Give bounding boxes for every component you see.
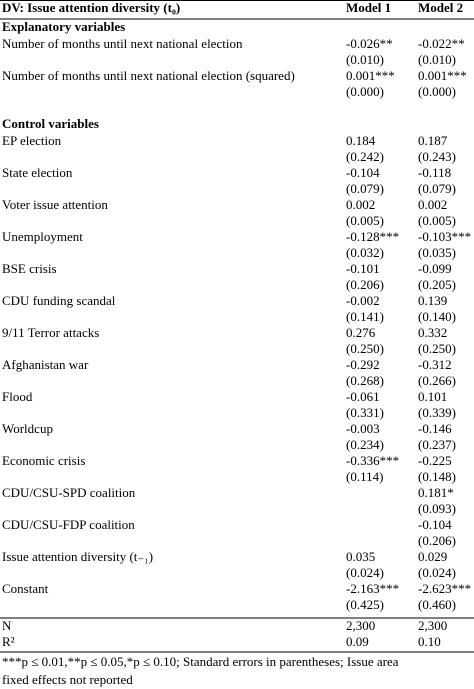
standard-error: (0.010) <box>346 52 384 67</box>
standard-error: (0.140) <box>418 309 456 324</box>
coefficient: -2.163*** <box>346 581 399 596</box>
row-label: 9/11 Terror attacks <box>2 325 99 340</box>
row-label: EP election <box>2 133 62 148</box>
coefficient: -0.003 <box>346 421 380 436</box>
coefficient: 0.276 <box>346 325 376 340</box>
stat-value: 0.09 <box>346 634 369 649</box>
coefficient: -0.104 <box>418 517 452 532</box>
standard-error: (0.205) <box>418 277 456 292</box>
coefficient: 0.029 <box>418 549 447 564</box>
footnote: fixed effects not reported <box>2 672 133 687</box>
dv-header: DV: Issue attention diversity (t₀) <box>2 0 180 15</box>
standard-error: (0.005) <box>346 213 384 228</box>
row-label: CDU funding scandal <box>2 293 116 308</box>
stat-label: N <box>2 618 12 633</box>
coefficient: -0.225 <box>418 453 452 468</box>
standard-error: (0.206) <box>346 277 384 292</box>
coefficient: 0.101 <box>418 389 447 404</box>
coefficient: 0.035 <box>346 549 375 564</box>
section-title: Explanatory variables <box>2 19 125 34</box>
row-label: Constant <box>2 581 49 596</box>
row-label: BSE crisis <box>2 261 57 276</box>
coefficient: 0.181* <box>418 485 454 500</box>
standard-error: (0.266) <box>418 373 456 388</box>
coefficient: 0.139 <box>418 293 447 308</box>
coefficient: -0.022** <box>418 36 465 51</box>
row-label: Worldcup <box>2 421 53 436</box>
coefficient: -0.026** <box>346 36 393 51</box>
coefficient: 0.002 <box>418 197 447 212</box>
coefficient: 0.001*** <box>418 68 467 83</box>
coefficient: -0.002 <box>346 293 380 308</box>
coefficient: -0.104 <box>346 165 380 180</box>
standard-error: (0.093) <box>418 501 456 516</box>
standard-error: (0.250) <box>346 341 384 356</box>
coefficient: 0.002 <box>346 197 375 212</box>
stat-label: R² <box>2 634 15 649</box>
footnote: ***p ≤ 0.01,**p ≤ 0.05,*p ≤ 0.10; Standa… <box>2 654 399 669</box>
standard-error: (0.243) <box>418 149 456 164</box>
coefficient: 0.001*** <box>346 68 395 83</box>
stat-value: 2,300 <box>418 618 447 633</box>
standard-error: (0.141) <box>346 309 384 324</box>
standard-error: (0.079) <box>346 181 384 196</box>
coefficient: -0.103*** <box>418 229 471 244</box>
stat-value: 2,300 <box>346 618 375 633</box>
standard-error: (0.237) <box>418 437 456 452</box>
standard-error: (0.079) <box>418 181 456 196</box>
row-label: Afghanistan war <box>2 357 89 372</box>
coefficient: 0.332 <box>418 325 447 340</box>
coefficient: -0.101 <box>346 261 380 276</box>
coefficient: -0.312 <box>418 357 452 372</box>
standard-error: (0.000) <box>418 84 456 99</box>
standard-error: (0.024) <box>346 565 384 580</box>
row-label: CDU/CSU-FDP coalition <box>2 517 135 532</box>
standard-error: (0.339) <box>418 405 456 420</box>
row-label: Number of months until next national ele… <box>2 68 295 83</box>
standard-error: (0.234) <box>346 437 384 452</box>
standard-error: (0.268) <box>346 373 384 388</box>
row-label: Unemployment <box>2 229 83 244</box>
coefficient: -0.118 <box>418 165 451 180</box>
standard-error: (0.242) <box>346 149 384 164</box>
standard-error: (0.005) <box>418 213 456 228</box>
row-label: State election <box>2 165 73 180</box>
row-label: CDU/CSU-SPD coalition <box>2 485 136 500</box>
standard-error: (0.024) <box>418 565 456 580</box>
row-label: Flood <box>2 389 33 404</box>
section-title: Control variables <box>2 116 99 131</box>
standard-error: (0.250) <box>418 341 456 356</box>
standard-error: (0.425) <box>346 597 384 612</box>
model-header: Model 2 <box>418 0 463 15</box>
standard-error: (0.206) <box>418 533 456 548</box>
coefficient: -0.061 <box>346 389 380 404</box>
standard-error: (0.035) <box>418 245 456 260</box>
standard-error: (0.010) <box>418 52 456 67</box>
standard-error: (0.460) <box>418 597 456 612</box>
coefficient: -0.292 <box>346 357 380 372</box>
row-label: Economic crisis <box>2 453 85 468</box>
row-label: Number of months until next national ele… <box>2 36 243 51</box>
standard-error: (0.331) <box>346 405 384 420</box>
row-label: Voter issue attention <box>2 197 108 212</box>
coefficient: -0.146 <box>418 421 452 436</box>
standard-error: (0.148) <box>418 469 456 484</box>
coefficient: 0.184 <box>346 133 376 148</box>
model-header: Model 1 <box>346 0 391 15</box>
standard-error: (0.000) <box>346 84 384 99</box>
coefficient: -0.336*** <box>346 453 399 468</box>
stat-value: 0.10 <box>418 634 441 649</box>
coefficient: -0.099 <box>418 261 452 276</box>
coefficient: -2.623*** <box>418 581 471 596</box>
coefficient: -0.128*** <box>346 229 399 244</box>
row-label: Issue attention diversity (t₋₁) <box>2 549 153 564</box>
coefficient: 0.187 <box>418 133 448 148</box>
standard-error: (0.032) <box>346 245 384 260</box>
standard-error: (0.114) <box>346 469 383 484</box>
